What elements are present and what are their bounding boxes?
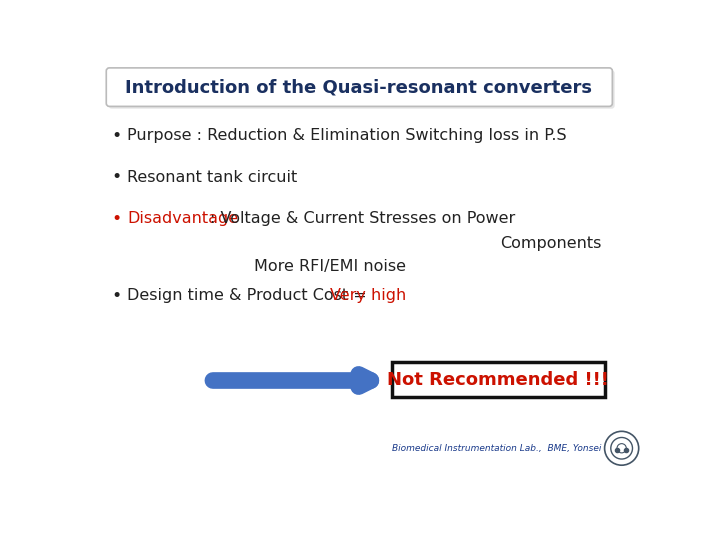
- Text: Very high: Very high: [330, 288, 407, 303]
- Text: •: •: [112, 168, 122, 186]
- FancyArrowPatch shape: [213, 374, 371, 387]
- Text: •: •: [112, 127, 122, 145]
- Text: Biomedical Instrumentation Lab.,  BME, Yonsei: Biomedical Instrumentation Lab., BME, Yo…: [392, 444, 602, 453]
- Text: •: •: [112, 210, 122, 228]
- FancyBboxPatch shape: [392, 362, 605, 397]
- Text: Design time & Product Cost =: Design time & Product Cost =: [127, 288, 372, 303]
- Text: •: •: [112, 287, 122, 305]
- Text: Not Recommended !!!: Not Recommended !!!: [387, 371, 609, 389]
- FancyBboxPatch shape: [107, 68, 612, 106]
- Text: Purpose : Reduction & Elimination Switching loss in P.S: Purpose : Reduction & Elimination Switch…: [127, 128, 567, 143]
- Text: Resonant tank circuit: Resonant tank circuit: [127, 170, 297, 185]
- Text: Components: Components: [500, 236, 601, 251]
- Text: Disadvantage: Disadvantage: [127, 211, 238, 226]
- FancyBboxPatch shape: [109, 70, 615, 109]
- Text: Introduction of the Quasi-resonant converters: Introduction of the Quasi-resonant conve…: [125, 78, 592, 96]
- Text: More RFI/EMI noise: More RFI/EMI noise: [254, 259, 406, 274]
- Text: : Voltage & Current Stresses on Power: : Voltage & Current Stresses on Power: [210, 211, 516, 226]
